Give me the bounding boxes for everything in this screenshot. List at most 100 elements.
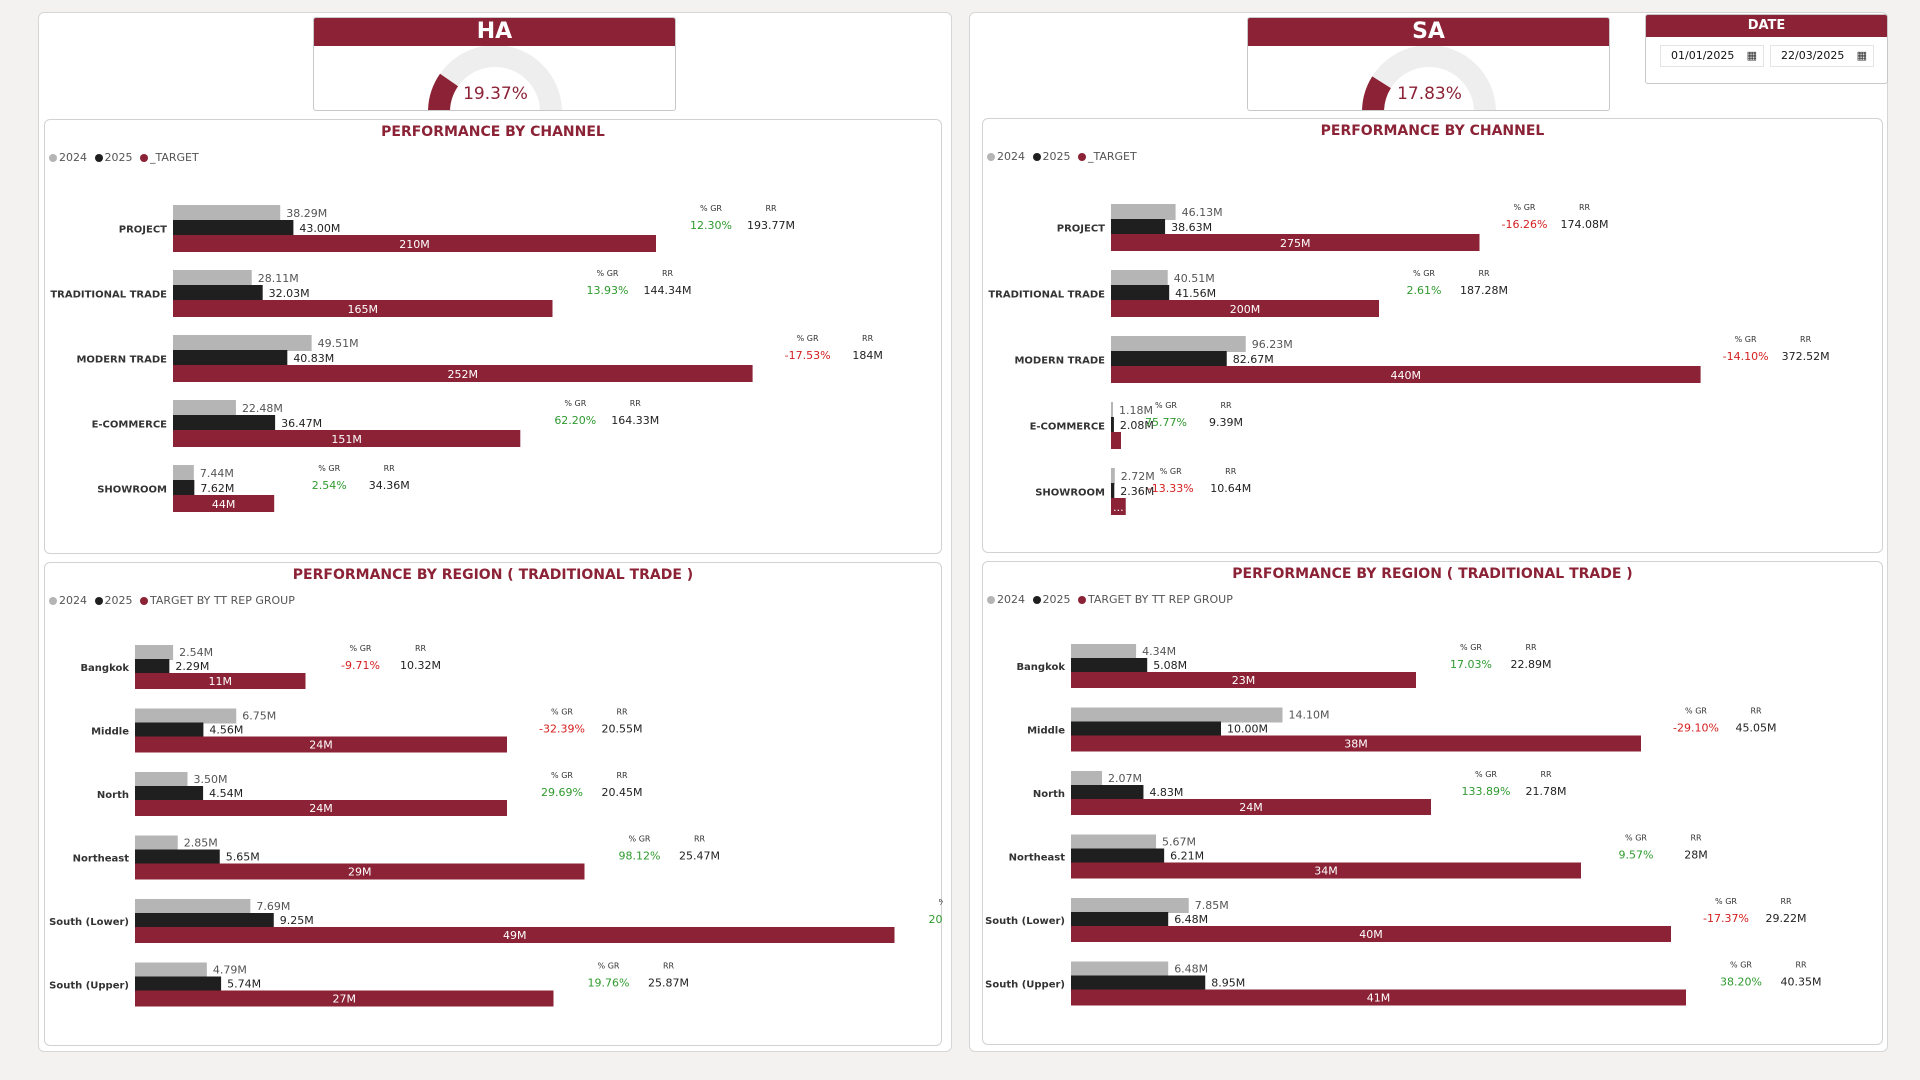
legend-2024-swatch [49, 154, 57, 162]
label-2025-northeast: 5.65M [226, 851, 260, 864]
bar-2024-modern-trade [173, 335, 312, 351]
label-2024-showroom: 2.72M [1121, 470, 1155, 483]
label-2025-middle: 4.56M [209, 724, 243, 737]
bar-2025-northeast [1071, 848, 1165, 864]
calendar-icon[interactable]: ▦ [1746, 49, 1757, 62]
rr-value-bangkok: 10.32M [400, 659, 441, 672]
label-2025-modern-trade: 82.67M [1233, 353, 1274, 366]
bar-2024-traditional-trade [173, 270, 252, 286]
rr-value-south-upper: 25.87M [648, 977, 689, 990]
category-label-south-lower: South (Lower) [985, 916, 1065, 927]
label-2025-project: 43.00M [299, 222, 340, 235]
ha-region-title: PERFORMANCE BY REGION ( TRADITIONAL TRAD… [292, 567, 694, 583]
gr-header-project: % GR [700, 204, 722, 213]
bar-2025-project [1111, 219, 1166, 235]
legend-2025[interactable]: 2025 [94, 151, 133, 164]
legend-2025-label: 2025 [104, 594, 133, 607]
legend-2025[interactable]: 2025 [1032, 593, 1071, 606]
bar-2025-e-commerce [173, 415, 276, 431]
rr-value-northeast: 25.47M [679, 850, 720, 863]
date-end-input[interactable]: 22/03/2025 ▦ [1770, 45, 1874, 67]
calendar-icon[interactable]: ▦ [1856, 49, 1867, 62]
label-2025-traditional-trade: 41.56M [1175, 287, 1216, 300]
rr-header-middle: RR [1750, 707, 1762, 716]
label-2025-modern-trade: 40.83M [293, 352, 334, 365]
bar-target-showroom [173, 495, 275, 512]
ha-channel-title: PERFORMANCE BY CHANNEL [381, 124, 605, 140]
category-label-middle: Middle [1027, 726, 1065, 737]
bar-2024-project [173, 205, 281, 221]
label-2025-south-upper: 5.74M [227, 978, 261, 991]
rr-value-bangkok: 22.89M [1511, 658, 1552, 671]
gr-value-northeast: 98.12% [619, 850, 661, 863]
bar-2025-south-lower [1071, 912, 1169, 927]
category-label-bangkok: Bangkok [1016, 662, 1065, 673]
label-target-northeast: 29M [348, 866, 372, 879]
category-label-north: North [97, 790, 129, 801]
label-2025-south-upper: 8.95M [1211, 977, 1245, 990]
ha-channel-chart: PROJECT 38.29M 43.00M 210M % GR RR 12.30% 193.7… [50, 204, 883, 512]
legend-2024-label: 2024 [59, 594, 87, 607]
gr-value-traditional-trade: 2.61% [1407, 284, 1442, 297]
bar-2025-e-commerce [1111, 417, 1114, 433]
label-2024-south-upper: 6.48M [1174, 963, 1208, 976]
gr-value-north: 133.89% [1462, 785, 1511, 798]
label-target-e-commerce: 151M [331, 433, 362, 446]
bar-2024-project [1111, 204, 1176, 220]
label-2024-south-upper: 4.79M [213, 964, 247, 977]
label-2024-project: 38.29M [286, 207, 327, 220]
bar-target-south-lower [1071, 926, 1671, 942]
rr-header-project: RR [1579, 203, 1591, 212]
category-label-south-lower: South (Lower) [49, 917, 129, 928]
gr-value-northeast: 9.57% [1619, 849, 1654, 862]
bar-2024-bangkok [135, 645, 174, 660]
rr-value-traditional-trade: 144.34M [644, 284, 692, 297]
gr-header-north: % GR [551, 771, 573, 780]
legend-2025-swatch [94, 154, 103, 162]
legend-target[interactable]: TARGET BY TT REP GROUP [140, 594, 295, 607]
gr-value-south-lower: 20.32% [929, 913, 943, 926]
legend-2024[interactable]: 2024 [49, 151, 87, 164]
legend-target-swatch [140, 597, 148, 605]
bar-2025-traditional-trade [1111, 285, 1170, 301]
category-label-showroom: SHOWROOM [1035, 488, 1105, 499]
legend-2024[interactable]: 2024 [987, 150, 1025, 163]
label-2024-northeast: 5.67M [1162, 836, 1196, 849]
label-2025-middle: 10.00M [1227, 723, 1268, 736]
bar-2025-south-lower [135, 913, 274, 928]
legend-2025[interactable]: 2025 [1032, 150, 1071, 163]
label-target-showroom: 44M [212, 498, 236, 511]
bar-2024-south-lower [1071, 898, 1189, 913]
label-target-northeast: 34M [1314, 865, 1338, 878]
rr-header-north: RR [616, 771, 628, 780]
sa-channel-card: PERFORMANCE BY CHANNEL 2024 2025 _TARGET… [982, 118, 1883, 553]
label-2025-north: 4.54M [209, 787, 243, 800]
label-2025-south-lower: 6.48M [1174, 913, 1208, 926]
rr-value-northeast: 28M [1684, 849, 1708, 862]
gr-value-modern-trade: -14.10% [1723, 350, 1769, 363]
sa-gauge-fill [1362, 76, 1392, 110]
legend-target[interactable]: _TARGET [140, 151, 199, 164]
date-start-input[interactable]: 01/01/2025 ▦ [1660, 45, 1764, 67]
bar-2025-project [173, 220, 294, 236]
legend-2025-swatch [94, 597, 103, 605]
rr-value-e-commerce: 9.39M [1209, 416, 1243, 429]
gr-header-middle: % GR [1685, 707, 1707, 716]
gr-header-modern-trade: % GR [797, 334, 819, 343]
legend-target[interactable]: _TARGET [1078, 150, 1137, 163]
gr-header-showroom: % GR [318, 464, 340, 473]
legend-2024[interactable]: 2024 [987, 593, 1025, 606]
bar-2025-showroom [1111, 483, 1115, 499]
legend-target[interactable]: TARGET BY TT REP GROUP [1078, 593, 1233, 606]
bar-target-e-commerce [1111, 432, 1121, 449]
rr-header-south-lower: RR [1780, 897, 1792, 906]
legend-2024[interactable]: 2024 [49, 594, 87, 607]
label-2025-traditional-trade: 32.03M [269, 287, 310, 300]
label-2024-northeast: 2.85M [184, 837, 218, 850]
legend-2024-label: 2024 [997, 593, 1025, 606]
label-target-bangkok: 23M [1232, 674, 1256, 687]
bar-2024-north [1071, 771, 1103, 786]
bar-target-modern-trade [1111, 366, 1701, 383]
legend-2025[interactable]: 2025 [94, 594, 133, 607]
